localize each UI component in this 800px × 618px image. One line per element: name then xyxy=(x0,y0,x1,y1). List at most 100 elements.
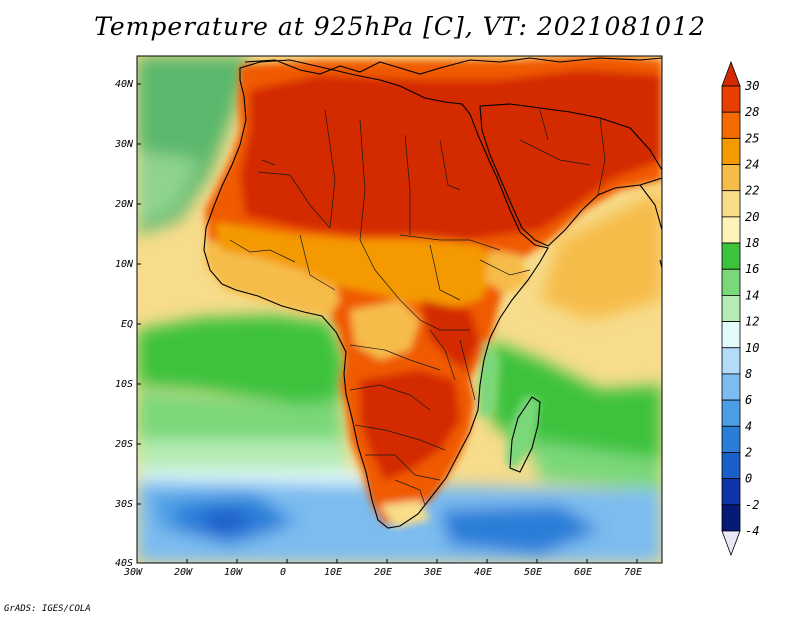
lon-tick-label: 50E xyxy=(524,567,542,578)
lat-tick-label: 20N xyxy=(115,199,134,210)
border-segment xyxy=(229,239,296,263)
border-segment xyxy=(349,344,441,371)
border-segment xyxy=(354,424,446,451)
coast-africa xyxy=(203,59,549,529)
field-southern-darkest xyxy=(200,508,250,535)
colorbar-label: 8 xyxy=(745,367,752,381)
lon-tick-label: 10E xyxy=(324,567,342,578)
field-north-atlantic-mild xyxy=(137,150,200,225)
lat-tick-label: 40N xyxy=(115,79,134,90)
lon-tick-label: 20E xyxy=(374,567,392,578)
field-south-atlantic-cool xyxy=(137,390,345,445)
border-segment xyxy=(429,244,461,301)
field-land-orange-sahel xyxy=(215,222,500,310)
credit-text: GrADS: IGES/COLA xyxy=(4,604,91,614)
lon-tick-label: 20W xyxy=(174,567,193,578)
border-segment xyxy=(459,339,476,401)
colorbar-swatch xyxy=(721,111,741,139)
coast-europe xyxy=(244,57,662,75)
colorbar-swatch xyxy=(721,399,741,427)
coast-madagascar xyxy=(509,396,541,473)
lat-tick-label: 10N xyxy=(115,259,134,270)
colorbar-swatch xyxy=(721,373,741,401)
border-segment xyxy=(394,479,426,506)
field-land-yellow-west xyxy=(205,240,340,316)
colorbar-label: 25 xyxy=(745,131,759,145)
border-segment xyxy=(399,299,470,331)
border-segment xyxy=(519,139,591,166)
field-land-cool-ethiopia xyxy=(485,250,530,295)
colorbar-swatch xyxy=(721,478,741,506)
border-segment xyxy=(359,239,401,301)
colorbar-label: 0 xyxy=(745,472,752,486)
border-segment xyxy=(539,109,549,141)
lat-tick-label: 20S xyxy=(115,439,133,450)
colorbar-bottom-arrow xyxy=(721,530,741,557)
lon-tick-label: 10W xyxy=(224,567,243,578)
border-segment xyxy=(261,159,276,166)
border-segment xyxy=(404,134,411,235)
colorbar-swatch xyxy=(721,190,741,218)
field-land-hot-north xyxy=(240,70,662,240)
field-arabian-sea-warm xyxy=(540,190,662,320)
border-segment xyxy=(597,117,606,196)
coast-india xyxy=(639,184,662,231)
lon-tick-label: 30W xyxy=(123,567,143,578)
colorbar-swatch xyxy=(721,216,741,244)
colorbar-label: 10 xyxy=(745,341,759,355)
field-southern-deep-east xyxy=(440,505,600,555)
lon-tick-label: 70E xyxy=(624,567,642,578)
lon-tick-label: 60E xyxy=(574,567,592,578)
border-segment xyxy=(324,109,336,229)
chart-title: Temperature at 925hPa [C], VT: 202108101… xyxy=(94,12,706,41)
colorbar-swatch xyxy=(721,452,741,480)
colorbar-label: 4 xyxy=(745,419,752,433)
field-land-green-madagascar xyxy=(505,395,540,470)
axis-ticks xyxy=(136,83,638,564)
field-land-mild-congo xyxy=(350,300,420,360)
colorbar-label: -4 xyxy=(745,524,759,538)
field-land-hot-south xyxy=(360,370,460,480)
colorbar-label: 30 xyxy=(744,79,759,93)
temperature-field xyxy=(137,56,662,563)
coastlines xyxy=(203,57,662,529)
colorbar-top-arrow xyxy=(721,60,741,87)
colorbar-swatch xyxy=(721,268,741,296)
border-segment xyxy=(479,259,531,276)
colorbar-label: 16 xyxy=(745,262,759,276)
colorbar-swatch xyxy=(721,347,741,375)
border-segment xyxy=(299,234,336,291)
colorbar-label: 12 xyxy=(745,315,759,329)
lat-tick-label: 40S xyxy=(115,558,133,569)
colorbar-swatch xyxy=(721,295,741,322)
lon-tick-label: 0 xyxy=(280,567,286,578)
colorbar-label: 14 xyxy=(745,288,759,302)
coast-arabia xyxy=(479,103,662,247)
border-segment xyxy=(359,119,366,241)
border-segment xyxy=(429,329,456,381)
colorbar-swatch xyxy=(721,242,741,270)
colorbar-swatch xyxy=(721,321,741,349)
lat-tick-label: 10S xyxy=(115,379,133,390)
border-segment xyxy=(439,139,461,191)
colorbar-label: 28 xyxy=(745,105,759,119)
field-land-hot-central xyxy=(420,300,480,370)
field-indian-ocean-pale xyxy=(530,440,662,490)
field-land-cool-cape xyxy=(380,500,430,528)
lon-tick-label: 40E xyxy=(474,567,492,578)
colorbar-swatch xyxy=(721,504,741,532)
axis-labels: 30W 20W 10W 0 10E 20E 30E 40E 50E 60E 70E 40N 30N 20N… xyxy=(114,79,642,578)
colorbar-label: 6 xyxy=(745,393,752,407)
lon-tick-label: 30E xyxy=(423,567,442,578)
lat-tick-label: 30S xyxy=(114,499,133,510)
border-segment xyxy=(365,454,441,481)
colorbar-label: 22 xyxy=(745,184,759,198)
lat-tick-label: EQ xyxy=(121,319,133,330)
colorbar-swatch xyxy=(721,137,741,165)
colorbar-label: 18 xyxy=(745,236,759,250)
map-frame xyxy=(136,55,663,564)
field-gulf-guinea-cool xyxy=(137,315,345,405)
border-segment xyxy=(257,171,331,229)
